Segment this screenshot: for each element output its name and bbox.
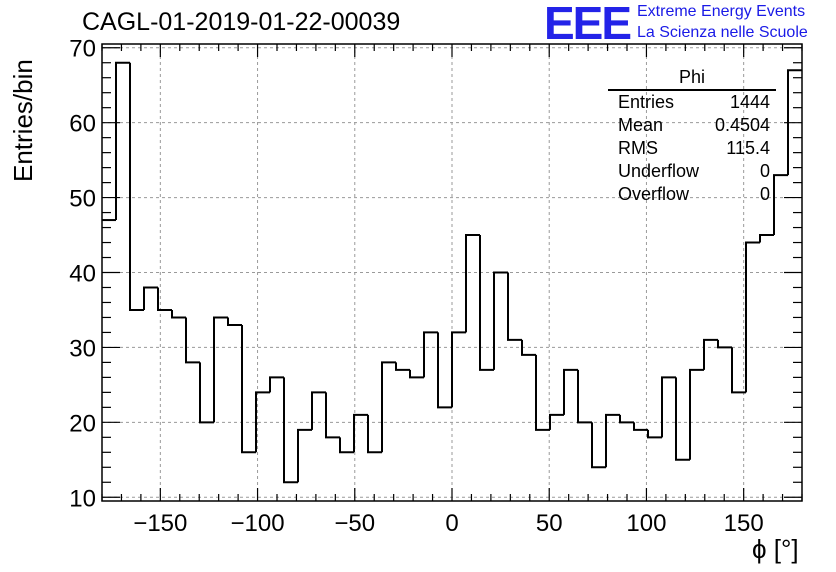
histogram-bin — [129, 62, 144, 311]
x-tick-label: 150 — [724, 510, 764, 537]
stats-label: Underflow — [618, 161, 700, 181]
y-tick-label: 70 — [69, 36, 96, 63]
histogram-bin — [451, 331, 466, 408]
tick-labels: −150 −100 −50 0 50 100 150 10 20 30 40 50 60 70 — [69, 36, 763, 537]
stats-row-underflow: Underflow 0 — [608, 160, 776, 183]
histogram-bin — [353, 413, 368, 453]
logo-text-line2: La Scienza nelle Scuole — [637, 24, 808, 41]
stats-value: 115.4 — [726, 138, 770, 158]
histogram-bin — [493, 271, 508, 370]
histogram-bin — [325, 392, 340, 439]
histogram-bin — [227, 317, 242, 326]
histogram-bin — [745, 241, 760, 393]
stats-row-entries: Entries 1444 — [608, 91, 776, 114]
histogram-bin — [409, 369, 424, 379]
stats-value: 0.4504 — [714, 115, 770, 135]
histogram-bin — [171, 309, 186, 319]
histogram-bin — [423, 331, 438, 378]
histogram-bin — [465, 234, 480, 333]
histogram-bin — [577, 369, 592, 424]
stats-row-overflow: Overflow 0 — [608, 183, 776, 206]
chart-title: CAGL-01-2019-01-22-00039 — [82, 8, 401, 36]
histogram-bin — [367, 414, 382, 454]
eee-logo: EEE — [544, 0, 632, 49]
histogram-bin — [521, 339, 536, 356]
histogram-bin — [535, 354, 550, 431]
stats-box: Phi Entries 1444 Mean 0.4504 RMS 115.4 U… — [608, 67, 776, 206]
histogram-bin — [507, 272, 522, 341]
histogram-bin — [591, 422, 606, 469]
histogram-bin — [255, 391, 270, 453]
histogram-bin — [675, 377, 690, 461]
histogram-bin — [731, 347, 746, 394]
x-tick-label: 100 — [626, 510, 666, 537]
histogram-bin — [717, 339, 732, 349]
histogram-bin — [269, 376, 284, 393]
stats-title: Phi — [608, 67, 776, 91]
histogram-bin — [633, 422, 648, 431]
y-tick-label: 30 — [69, 335, 96, 362]
stats-row-rms: RMS 115.4 — [608, 137, 776, 160]
histogram-bars — [102, 61, 802, 484]
x-tick-label: −50 — [334, 510, 375, 537]
histogram-bin — [339, 437, 354, 454]
histogram-bin — [241, 324, 256, 454]
histogram-bin — [395, 362, 410, 371]
stats-value: 0 — [759, 184, 770, 204]
histogram-bin — [619, 414, 634, 424]
stats-label: RMS — [618, 138, 658, 158]
histogram-bin — [283, 377, 298, 484]
y-tick-label: 10 — [69, 485, 96, 512]
histogram-bin — [647, 429, 662, 439]
logo-text-line1: Extreme Energy Events — [637, 3, 806, 20]
histogram-bin — [185, 317, 200, 364]
y-tick-label: 50 — [69, 186, 96, 213]
histogram-bin — [297, 428, 312, 483]
histogram-bin — [157, 287, 172, 311]
x-tick-label: 0 — [445, 510, 458, 537]
histogram-bin — [381, 361, 396, 453]
histogram-bin — [479, 235, 494, 371]
x-tick-label: −150 — [133, 510, 187, 537]
histogram-bin — [549, 413, 564, 430]
histogram-bin — [563, 368, 578, 415]
x-tick-label: 50 — [536, 510, 563, 537]
y-tick-label: 40 — [69, 261, 96, 288]
histogram-bin — [773, 174, 788, 236]
histogram-bin — [759, 234, 774, 243]
stats-label: Overflow — [618, 184, 690, 204]
axes — [101, 43, 803, 502]
histogram-bin — [311, 391, 326, 430]
histogram-bin — [661, 376, 676, 438]
stats-value: 0 — [759, 161, 770, 181]
histogram-bin — [115, 61, 130, 221]
stats-value: 1444 — [729, 92, 770, 112]
y-axis-label: Entries/bin — [8, 59, 38, 182]
stats-row-mean: Mean 0.4504 — [608, 114, 776, 137]
stats-label: Mean — [618, 115, 664, 135]
stats-label: Entries — [618, 92, 675, 112]
histogram-bin — [703, 338, 718, 370]
histogram-bin — [605, 413, 620, 468]
x-axis-label: ϕ [°] — [752, 534, 799, 564]
y-tick-label: 60 — [69, 111, 96, 138]
x-tick-label: −100 — [231, 510, 285, 537]
histogram-bin — [199, 362, 214, 424]
histogram-bin — [787, 69, 802, 176]
y-tick-label: 20 — [69, 410, 96, 437]
histogram-bin — [143, 286, 158, 310]
histogram-bin — [213, 316, 228, 423]
histogram-bin — [437, 332, 452, 409]
histogram-bin — [689, 368, 704, 460]
